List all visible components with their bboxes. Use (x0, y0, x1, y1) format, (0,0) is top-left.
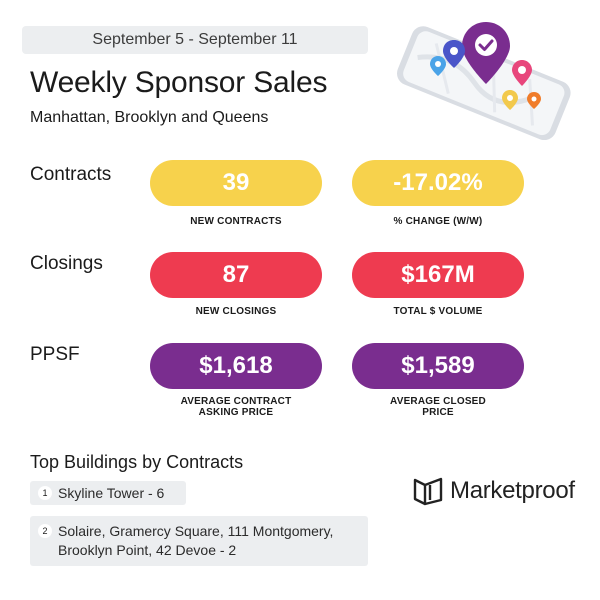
avg-closed-price-value: $1,589 (352, 343, 524, 389)
map-pin-icon (462, 22, 510, 84)
total-volume-caption: TOTAL $ VOLUME (393, 306, 483, 317)
marketproof-logo-icon (413, 477, 443, 506)
avg-contract-price-caption: AVERAGE CONTRACT ASKING PRICE (180, 396, 292, 418)
new-contracts-caption: NEW CONTRACTS (190, 216, 282, 227)
contracts-change-caption: % CHANGE (W/W) (393, 216, 483, 227)
contracts-change-value: -17.02% (352, 160, 524, 206)
list-item: 2 Solaire, Gramercy Square, 111 Montgome… (30, 516, 368, 566)
top-buildings-title: Top Buildings by Contracts (30, 452, 244, 472)
page-subtitle: Manhattan, Brooklyn and Queens (30, 109, 269, 126)
marketproof-logo: Marketproof (412, 476, 575, 506)
building-text: Skyline Tower - 6 (58, 485, 165, 501)
avg-contract-price-value: $1,618 (150, 343, 322, 389)
list-item: 1 Skyline Tower - 6 (30, 481, 186, 505)
date-range: September 5 - September 11 (22, 26, 368, 54)
new-closings-caption: NEW CLOSINGS (195, 306, 277, 317)
total-volume-value: $167M (352, 252, 524, 298)
rank-badge: 2 (38, 524, 52, 538)
ppsf-label: PPSF (30, 344, 80, 365)
rank-badge: 1 (38, 486, 52, 500)
contracts-label: Contracts (30, 164, 112, 185)
page-title: Weekly Sponsor Sales (30, 66, 328, 99)
brand-name: Marketproof (450, 477, 575, 504)
phone-map-pins-icon (397, 22, 571, 140)
new-closings-value: 87 (150, 252, 322, 298)
building-text: Solaire, Gramercy Square, 111 Montgomery… (58, 523, 334, 558)
avg-closed-price-caption: AVERAGE CLOSED PRICE (390, 396, 486, 418)
closings-label: Closings (30, 253, 103, 274)
new-contracts-value: 39 (150, 160, 322, 206)
